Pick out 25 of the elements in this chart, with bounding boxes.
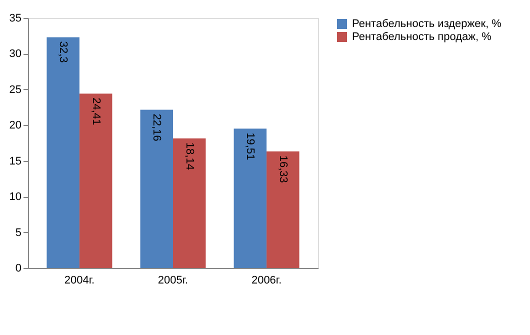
legend-label: Рентабельность продаж, % [352,31,492,43]
y-tick-label: 30 [9,48,22,60]
legend-label: Рентабельность издержек, % [352,18,502,30]
bar [173,138,206,268]
data-label: 24,41 [90,98,102,126]
bar [266,151,300,268]
bar [140,110,173,268]
data-label: 22,16 [150,114,163,142]
bar [79,94,112,268]
data-label: 16,33 [276,155,289,183]
y-tick-label: 35 [9,12,22,24]
data-label: 19,51 [244,132,256,160]
x-tick-label: 2005г. [158,274,188,286]
y-tick-label: 15 [9,155,22,168]
y-tick-label: 20 [9,120,22,132]
y-tick-label: 10 [9,191,22,204]
bar [46,37,80,268]
data-label: 32,3 [57,41,70,63]
y-tick-label: 25 [9,84,22,96]
data-label: 18,14 [183,142,196,170]
x-tick-label: 2004г. [64,274,95,286]
bar [234,128,267,268]
y-tick-label: 5 [15,226,22,239]
y-tick-label: 0 [15,262,22,274]
x-tick-label: 2006г. [251,274,282,286]
